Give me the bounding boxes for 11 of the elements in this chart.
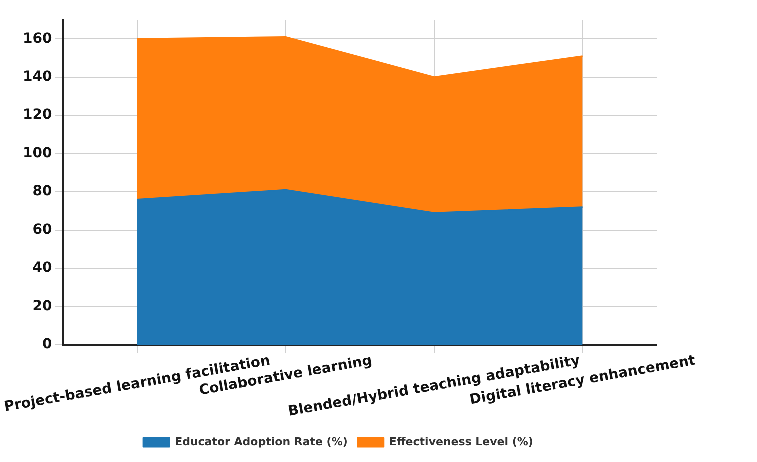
legend-label: Educator Adoption Rate (%) bbox=[175, 435, 348, 448]
y-tick-label: 20 bbox=[32, 298, 52, 314]
y-tick-label: 160 bbox=[22, 30, 52, 47]
y-tick-label: 140 bbox=[22, 68, 52, 85]
y-tick-label: 40 bbox=[32, 260, 52, 276]
y-tick-label: 100 bbox=[22, 145, 52, 162]
y-tick-label: 60 bbox=[32, 222, 52, 238]
y-tick-label: 0 bbox=[42, 336, 52, 353]
legend-label: Effectiveness Level (%) bbox=[389, 435, 534, 448]
y-tick-label: 120 bbox=[22, 107, 52, 124]
y-tick-label: 80 bbox=[32, 184, 52, 200]
